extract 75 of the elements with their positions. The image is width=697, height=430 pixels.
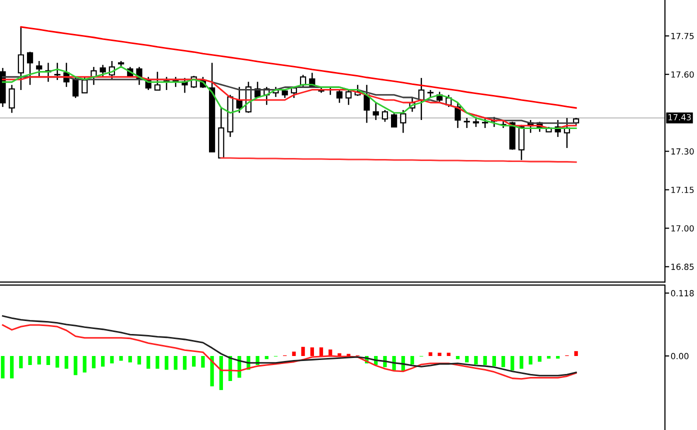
candlestick (364, 84, 370, 124)
candlestick (36, 60, 42, 78)
bar (101, 356, 105, 367)
bar (319, 347, 324, 356)
bar (119, 356, 123, 361)
bar (46, 356, 50, 366)
bar (520, 356, 524, 369)
candlestick (464, 117, 470, 129)
bar (146, 356, 150, 369)
y-tick-label: 0.00 (671, 352, 688, 360)
candlestick (372, 102, 379, 121)
y-tick-label: 17.00 (671, 225, 694, 232)
line-series (2, 324, 577, 380)
candlestick (454, 102, 461, 129)
candlestick (336, 89, 343, 104)
candlestick (382, 109, 388, 122)
bar (92, 356, 96, 368)
bar (19, 356, 23, 368)
y-tick-label: 17.30 (671, 148, 694, 155)
bar (137, 356, 142, 364)
bar (292, 352, 296, 356)
y-tick-label: 17.15 (671, 186, 694, 194)
bar (64, 356, 68, 369)
candlestick (82, 76, 88, 94)
bar (74, 356, 78, 376)
ref-line-label: 17.43 (668, 114, 691, 120)
bar (192, 356, 196, 367)
bar (174, 356, 178, 370)
bar (538, 356, 542, 362)
candlestick (18, 26, 24, 91)
candlestick (400, 109, 406, 134)
candlestick (8, 84, 15, 114)
bar (128, 356, 132, 362)
candlestick (100, 64, 106, 78)
candlestick (72, 76, 79, 99)
bar (10, 356, 14, 378)
line-series (20, 26, 577, 109)
bar (301, 346, 305, 356)
candlestick (54, 62, 60, 81)
bar (438, 352, 442, 356)
candlestick (154, 71, 160, 91)
bar (310, 347, 314, 356)
bar (210, 356, 214, 386)
bar (492, 356, 496, 366)
bar (164, 356, 168, 370)
bar (201, 356, 205, 368)
candlestick (391, 112, 398, 128)
bar (82, 356, 86, 372)
bar (528, 356, 532, 364)
candlestick (482, 117, 488, 129)
bar (474, 356, 478, 364)
bar (219, 356, 223, 390)
bar (510, 356, 514, 370)
bar (574, 351, 578, 356)
bar (483, 356, 487, 366)
bar (0, 356, 5, 378)
bar (556, 356, 560, 359)
y-tick-label: 0.118 (671, 290, 694, 296)
candlestick (26, 51, 34, 86)
bar (28, 356, 32, 366)
candlestick (345, 89, 352, 106)
bar (56, 356, 60, 368)
y-tick-label: 17.75 (671, 32, 694, 40)
bar (182, 356, 187, 370)
y-tick-label: 16.85 (671, 264, 694, 270)
bar (428, 352, 432, 356)
bar (156, 356, 160, 369)
y-tick-label: 17.60 (671, 71, 694, 78)
bar (410, 356, 414, 364)
bar (465, 356, 469, 362)
line-series (2, 315, 577, 376)
bar (37, 356, 41, 364)
bar (501, 356, 506, 368)
bar (110, 356, 114, 364)
bar (546, 356, 551, 359)
